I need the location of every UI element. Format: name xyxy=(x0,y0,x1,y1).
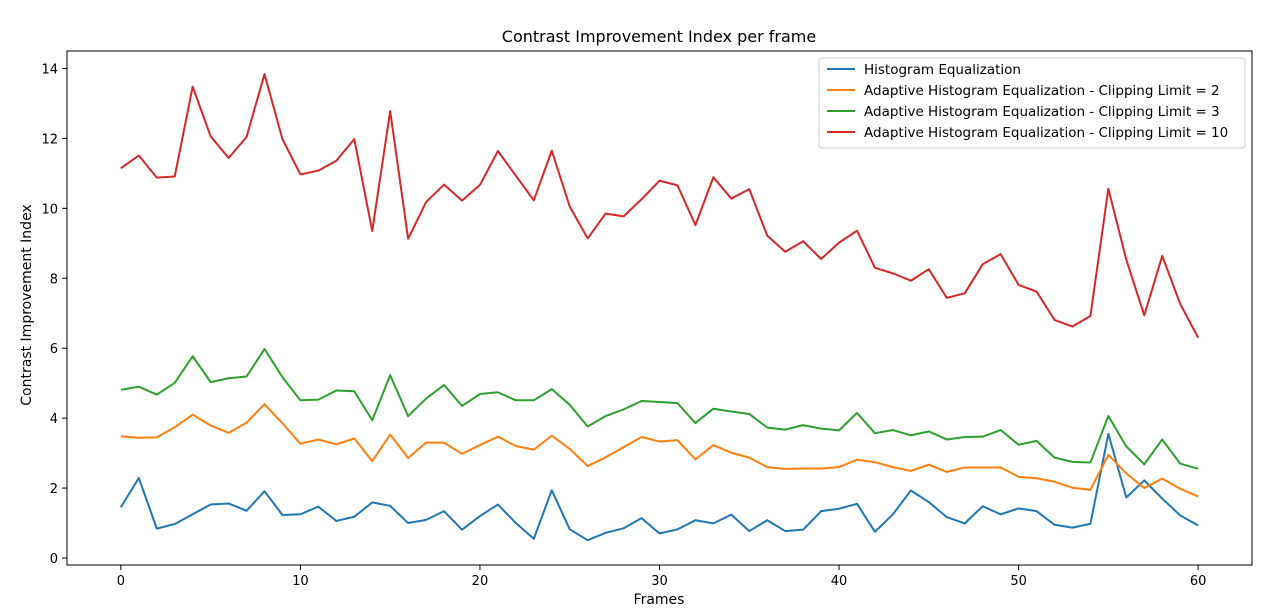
x-tick-label: 60 xyxy=(1190,574,1207,589)
y-axis-label: Contrast Improvement Index xyxy=(19,204,35,405)
x-axis-label: Frames xyxy=(634,592,685,608)
legend-label: Adaptive Histogram Equalization - Clippi… xyxy=(864,125,1228,141)
y-axis: 0 2 4 6 8 10 12 14 xyxy=(41,62,67,567)
x-tick-label: 0 xyxy=(117,574,125,589)
y-tick-label: 2 xyxy=(50,482,58,497)
chart-title: Contrast Improvement Index per frame xyxy=(502,27,816,46)
legend-label: Histogram Equalization xyxy=(864,62,1021,78)
legend-label: Adaptive Histogram Equalization - Clippi… xyxy=(864,104,1220,120)
series-line-4 xyxy=(120,73,1200,339)
x-tick-label: 30 xyxy=(651,574,668,589)
x-tick-label: 10 xyxy=(292,574,309,589)
x-tick-label: 50 xyxy=(1010,574,1027,589)
series-line-3 xyxy=(120,347,1199,470)
y-tick-label: 10 xyxy=(41,202,58,217)
x-tick-label: 40 xyxy=(831,574,848,589)
legend-box xyxy=(818,57,1246,149)
y-tick-label: 8 xyxy=(50,272,58,287)
y-tick-label: 12 xyxy=(41,132,58,147)
y-tick-label: 0 xyxy=(50,552,58,567)
y-tick-label: 6 xyxy=(50,342,58,357)
legend-label: Adaptive Histogram Equalization - Clippi… xyxy=(864,83,1220,99)
x-tick-label: 20 xyxy=(472,574,489,589)
y-tick-label: 4 xyxy=(50,412,58,427)
x-axis: 0 10 20 30 40 50 60 xyxy=(117,565,1207,589)
legend: Histogram Equalization Adaptive Histogram… xyxy=(818,57,1246,149)
series-group xyxy=(120,73,1200,542)
series-line-2 xyxy=(120,403,1199,498)
series-line-1 xyxy=(120,432,1199,542)
y-tick-label: 14 xyxy=(41,62,58,77)
